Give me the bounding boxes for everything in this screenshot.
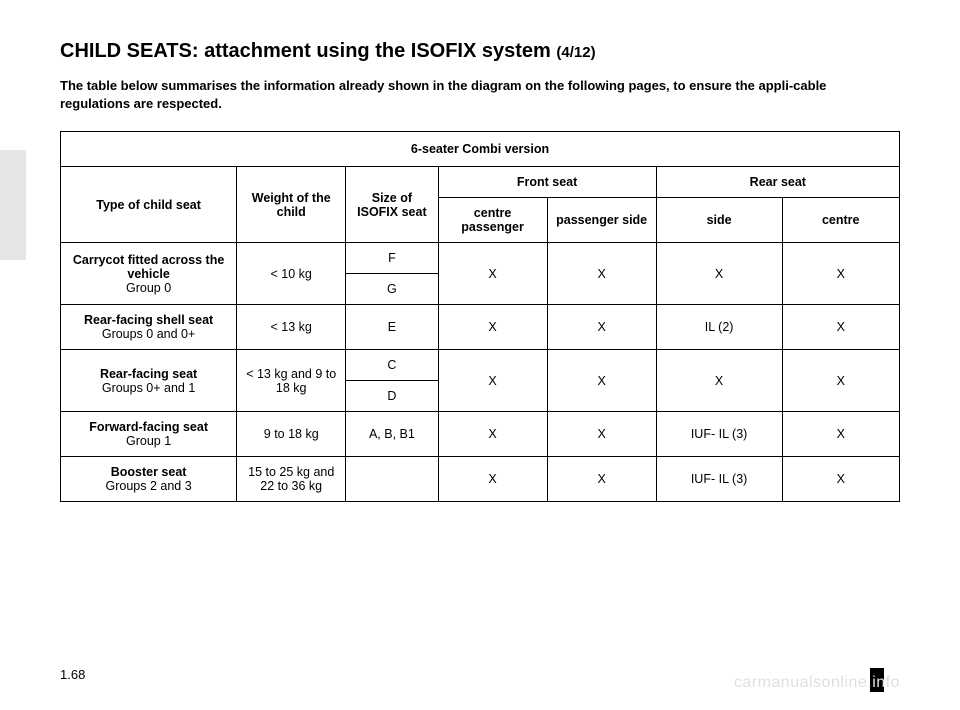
col-weight: Weight of the child: [237, 167, 346, 243]
page-title: CHILD SEATS: attachment using the ISOFIX…: [60, 40, 900, 63]
rear-centre-cell: X: [782, 457, 900, 502]
col-front-passenger: passenger side: [547, 198, 656, 243]
col-rear-centre: centre: [782, 198, 900, 243]
rear-side-cell: IL (2): [656, 305, 782, 350]
seat-type-reg: Groups 0+ and 1: [102, 381, 195, 395]
rear-side-cell: X: [656, 243, 782, 305]
seat-type-reg: Group 0: [126, 281, 171, 295]
front-passenger-cell: X: [547, 243, 656, 305]
seat-type-bold: Rear-facing seat: [100, 367, 197, 381]
front-passenger-cell: X: [547, 305, 656, 350]
seat-type-reg: Group 1: [126, 434, 171, 448]
rear-side-cell: IUF- IL (3): [656, 412, 782, 457]
seat-type-reg: Groups 0 and 0+: [102, 327, 195, 341]
rear-side-cell: X: [656, 350, 782, 412]
size-cell: E: [346, 305, 438, 350]
col-size: Size of ISOFIX seat: [346, 167, 438, 243]
weight-cell: < 13 kg and 9 to 18 kg: [237, 350, 346, 412]
rear-centre-cell: X: [782, 350, 900, 412]
size-cell: G: [346, 274, 438, 305]
rear-centre-cell: X: [782, 305, 900, 350]
front-passenger-cell: X: [547, 457, 656, 502]
weight-cell: 15 to 25 kg and 22 to 36 kg: [237, 457, 346, 502]
seat-type-bold: Forward-facing seat: [89, 420, 208, 434]
front-centre-cell: X: [438, 305, 547, 350]
weight-cell: 9 to 18 kg: [237, 412, 346, 457]
isofix-table: 6-seater Combi version Type of child sea…: [60, 131, 900, 502]
title-suffix: (4/12): [556, 44, 595, 61]
front-centre-cell: X: [438, 350, 547, 412]
col-rear-group: Rear seat: [656, 167, 899, 198]
table-row: Rear-facing shell seat Groups 0 and 0+ <…: [61, 305, 900, 350]
col-rear-side: side: [656, 198, 782, 243]
col-front-group: Front seat: [438, 167, 656, 198]
seat-type-reg: Groups 2 and 3: [106, 479, 192, 493]
front-centre-cell: X: [438, 412, 547, 457]
intro-text: The table below summarises the informati…: [60, 77, 900, 113]
watermark: carmanualsonline.info: [734, 674, 900, 692]
page-number: 1.68: [60, 667, 85, 682]
weight-cell: < 13 kg: [237, 305, 346, 350]
seat-type-bold: Rear-facing shell seat: [84, 313, 213, 327]
front-centre-cell: X: [438, 457, 547, 502]
title-main: CHILD SEATS: attachment using the ISOFIX…: [60, 40, 551, 62]
front-passenger-cell: X: [547, 350, 656, 412]
rear-centre-cell: X: [782, 412, 900, 457]
size-cell: F: [346, 243, 438, 274]
table-row: Carrycot fitted across the vehicle Group…: [61, 243, 900, 274]
rear-centre-cell: X: [782, 243, 900, 305]
table-row: Booster seat Groups 2 and 3 15 to 25 kg …: [61, 457, 900, 502]
size-cell: C: [346, 350, 438, 381]
col-front-centre: centre passenger: [438, 198, 547, 243]
section-tab: [0, 150, 26, 260]
size-cell: D: [346, 381, 438, 412]
col-type: Type of child seat: [61, 167, 237, 243]
table-row: Rear-facing seat Groups 0+ and 1 < 13 kg…: [61, 350, 900, 381]
seat-type-bold: Booster seat: [111, 465, 187, 479]
version-header: 6-seater Combi version: [61, 132, 900, 167]
size-cell: [346, 457, 438, 502]
seat-type-bold: Carrycot fitted across the vehicle: [73, 253, 224, 281]
table-row: Forward-facing seat Group 1 9 to 18 kg A…: [61, 412, 900, 457]
weight-cell: < 10 kg: [237, 243, 346, 305]
front-passenger-cell: X: [547, 412, 656, 457]
front-centre-cell: X: [438, 243, 547, 305]
size-cell: A, B, B1: [346, 412, 438, 457]
rear-side-cell: IUF- IL (3): [656, 457, 782, 502]
